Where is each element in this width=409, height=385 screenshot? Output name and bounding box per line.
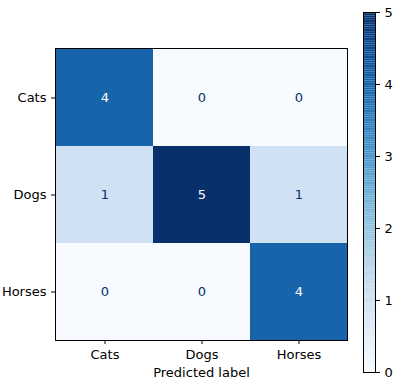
svg-text:1: 1 xyxy=(385,293,393,308)
svg-text:Cats: Cats xyxy=(18,90,47,105)
svg-text:0: 0 xyxy=(295,90,303,105)
svg-text:4: 4 xyxy=(295,284,303,299)
svg-text:5: 5 xyxy=(385,5,393,20)
svg-text:4: 4 xyxy=(385,77,393,92)
svg-text:Horses: Horses xyxy=(2,284,47,299)
svg-text:0: 0 xyxy=(198,90,206,105)
svg-text:Dogs: Dogs xyxy=(14,187,47,202)
svg-text:Dogs: Dogs xyxy=(186,347,219,362)
svg-text:Horses: Horses xyxy=(277,347,322,362)
svg-text:1: 1 xyxy=(295,187,303,202)
svg-text:4: 4 xyxy=(101,90,109,105)
svg-text:0: 0 xyxy=(198,284,206,299)
svg-text:1: 1 xyxy=(101,187,109,202)
svg-text:2: 2 xyxy=(385,221,393,236)
svg-text:Predicted label: Predicted label xyxy=(153,365,250,380)
svg-text:5: 5 xyxy=(198,187,206,202)
svg-text:Cats: Cats xyxy=(91,347,120,362)
svg-text:0: 0 xyxy=(385,365,393,380)
svg-text:3: 3 xyxy=(385,149,393,164)
svg-text:0: 0 xyxy=(101,284,109,299)
